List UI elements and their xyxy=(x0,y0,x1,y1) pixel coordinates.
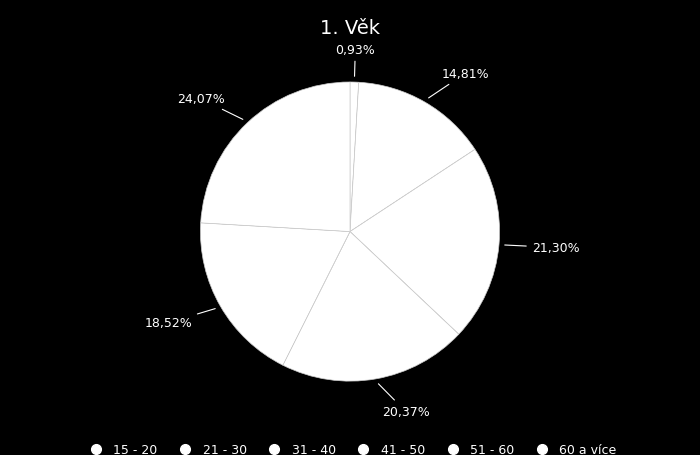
Text: 18,52%: 18,52% xyxy=(144,309,215,329)
Text: 21,30%: 21,30% xyxy=(505,242,580,254)
Legend: 15 - 20, 21 - 30, 31 - 40, 41 - 50, 51 - 60, 60 a více: 15 - 20, 21 - 30, 31 - 40, 41 - 50, 51 -… xyxy=(78,438,622,455)
Wedge shape xyxy=(350,83,475,232)
Wedge shape xyxy=(350,83,358,232)
Wedge shape xyxy=(283,232,458,381)
Wedge shape xyxy=(201,83,350,232)
Text: 0,93%: 0,93% xyxy=(335,44,375,77)
Text: 14,81%: 14,81% xyxy=(428,68,489,99)
Wedge shape xyxy=(200,223,350,365)
Text: 24,07%: 24,07% xyxy=(177,93,243,120)
Wedge shape xyxy=(350,150,500,334)
Text: 20,37%: 20,37% xyxy=(379,384,429,418)
Title: 1. Věk: 1. Věk xyxy=(320,20,380,38)
